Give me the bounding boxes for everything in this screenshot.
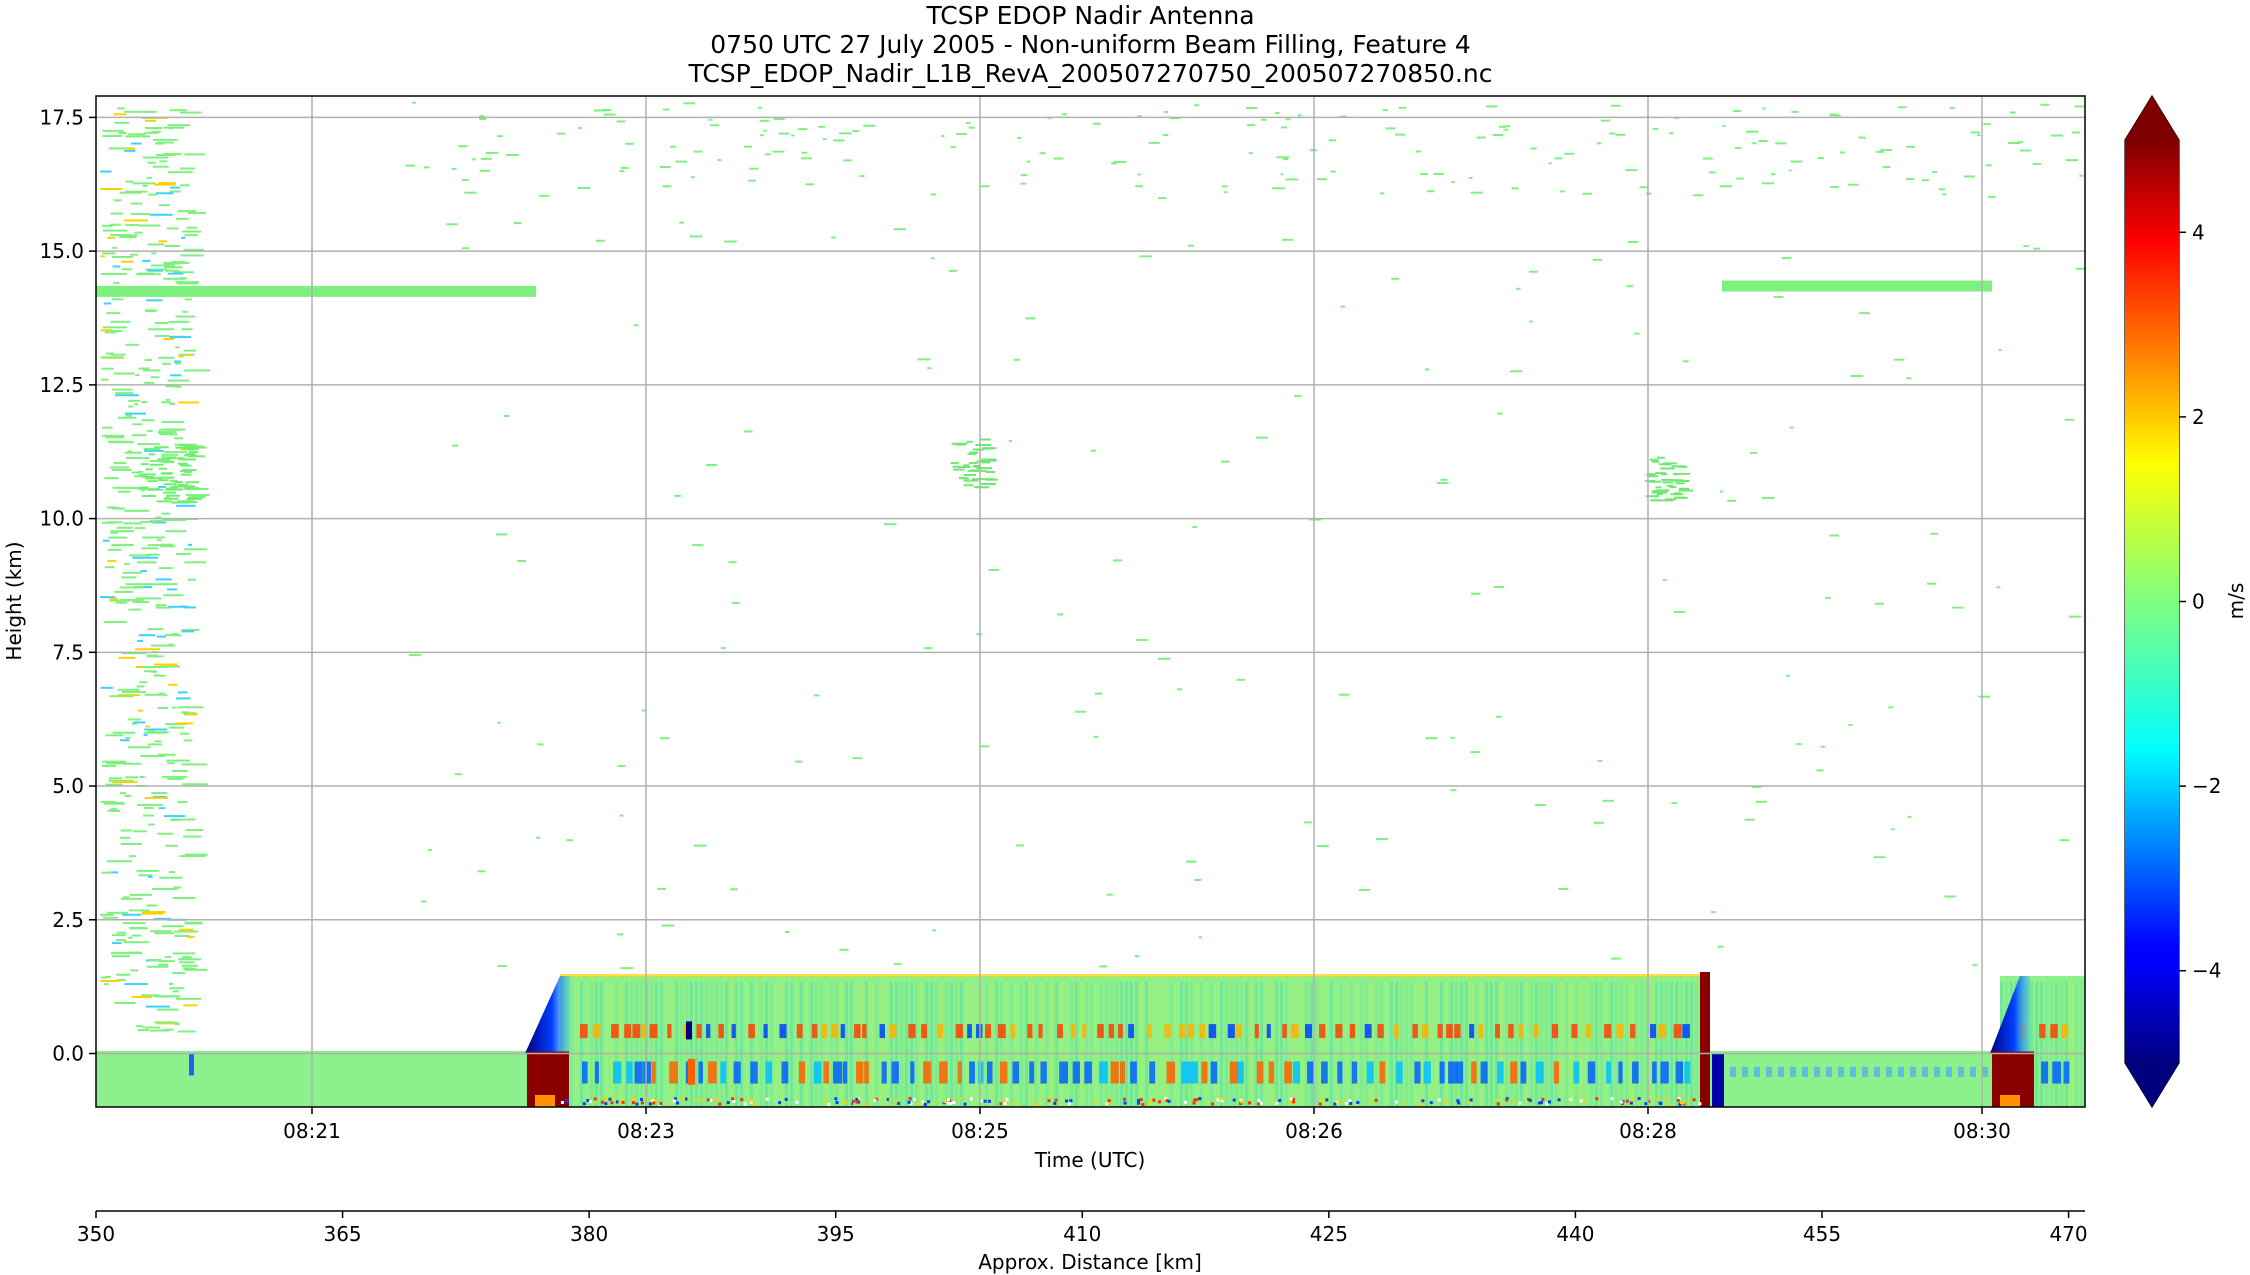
x-tick-label-0: 08:21 bbox=[283, 1119, 341, 1143]
y-tick-label-3: 10.0 bbox=[39, 507, 84, 531]
colorbar-extend-min bbox=[2125, 1063, 2179, 1107]
colorbar-label: m/s bbox=[2224, 583, 2248, 620]
cirrus-layer-right bbox=[1722, 280, 1992, 292]
distance-tick-label-1: 365 bbox=[323, 1222, 361, 1246]
x-tick-label-1: 08:23 bbox=[617, 1119, 675, 1143]
distance-axis: 350 365 380 395 410 425 440 455 470 bbox=[77, 1210, 2088, 1246]
colorbar-tick-label-3: −2 bbox=[2192, 774, 2221, 798]
distance-tick-label-3: 395 bbox=[817, 1222, 855, 1246]
cirrus-layer-left bbox=[96, 285, 536, 297]
colorbar-tick-label-1: 2 bbox=[2192, 405, 2205, 429]
chart-title-line-3: TCSP_EDOP_Nadir_L1B_RevA_200507270750_20… bbox=[688, 59, 1493, 88]
distance-tick-label-0: 350 bbox=[77, 1222, 115, 1246]
y-axis: 17.5 15.0 12.5 10.0 7.5 5.0 2.5 0.0 bbox=[39, 105, 96, 1066]
velocity-field bbox=[96, 101, 2085, 1107]
chart-title-line-1: TCSP EDOP Nadir Antenna bbox=[926, 1, 1255, 30]
y-tick-label-1: 15.0 bbox=[39, 239, 84, 263]
x-tick-label-2: 08:25 bbox=[951, 1119, 1009, 1143]
colorbar-gradient bbox=[2125, 140, 2179, 1063]
y-tick-label-5: 5.0 bbox=[52, 774, 84, 798]
x-axis-label: Time (UTC) bbox=[1034, 1148, 1146, 1172]
distance-tick-label-2: 380 bbox=[570, 1222, 608, 1246]
y-tick-label-6: 2.5 bbox=[52, 908, 84, 932]
y-tick-label-2: 12.5 bbox=[39, 373, 84, 397]
distance-tick-label-8: 470 bbox=[2049, 1222, 2087, 1246]
distance-axis-label: Approx. Distance [km] bbox=[978, 1250, 1202, 1274]
distance-tick-label-7: 455 bbox=[1803, 1222, 1841, 1246]
distance-tick-label-6: 440 bbox=[1556, 1222, 1594, 1246]
grid bbox=[96, 96, 2085, 1107]
colorbar-tick-label-4: −4 bbox=[2192, 959, 2221, 983]
chart-title-line-2: 0750 UTC 27 July 2005 - Non-uniform Beam… bbox=[710, 30, 1471, 59]
colorbar-tick-label-2: 0 bbox=[2192, 590, 2205, 614]
plot-frame bbox=[95, 95, 2086, 1108]
colorbar: 4 2 0 −2 −4 bbox=[2124, 94, 2221, 1109]
distance-tick-label-5: 425 bbox=[1310, 1222, 1348, 1246]
y-tick-label-0: 17.5 bbox=[39, 105, 84, 129]
y-tick-label-4: 7.5 bbox=[52, 640, 84, 664]
x-tick-label-4: 08:28 bbox=[1619, 1119, 1677, 1143]
colorbar-extend-max bbox=[2125, 96, 2179, 140]
x-tick-label-3: 08:26 bbox=[1285, 1119, 1343, 1143]
colorbar-tick-label-0: 4 bbox=[2192, 220, 2205, 244]
y-axis-label: Height (km) bbox=[2, 541, 26, 660]
x-tick-label-5: 08:30 bbox=[1953, 1119, 2011, 1143]
y-tick-label-7: 0.0 bbox=[52, 1042, 84, 1066]
x-axis: 08:21 08:23 08:25 08:26 08:28 08:30 bbox=[283, 1107, 2011, 1143]
distance-tick-label-4: 410 bbox=[1063, 1222, 1101, 1246]
